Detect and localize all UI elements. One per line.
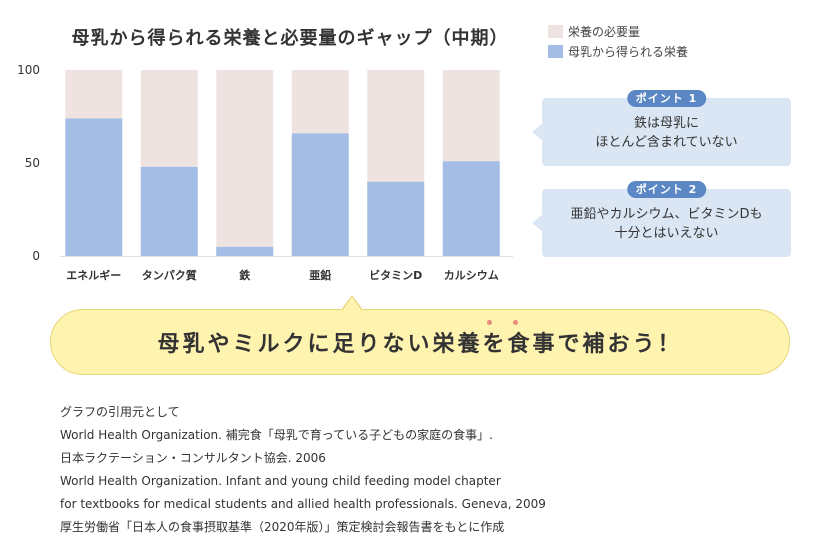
banner-text: 母乳やミルクに足りない栄養を食事で補おう！ <box>157 332 683 357</box>
legend-item-required: 栄養の必要量 <box>548 22 688 40</box>
bar-breastmilk-4 <box>291 133 349 256</box>
source-citation: グラフの引用元として World Health Organization. 補完… <box>60 401 546 539</box>
point-2-callout: ポイント 2 亜鉛やカルシウム、ビタミンDも 十分とはいえない <box>532 181 791 257</box>
bar-required-4 <box>291 70 349 134</box>
bar-required-1 <box>65 70 123 119</box>
bar-chart: 0 50 100 エネルギー タンパク質 鉄 亜鉛 ビタミンD カルシウム <box>17 63 513 282</box>
chart-title: 母乳から得られる栄養と必要量のギャップ（中期） <box>71 28 509 49</box>
x-tick-label-2: タンパク質 <box>142 268 197 282</box>
source-line-3: 日本ラクテーション・コンサルタント協会. 2006 <box>60 451 326 465</box>
bar-breastmilk-5 <box>367 181 425 256</box>
source-line-1: グラフの引用元として <box>60 405 180 419</box>
point-2-line-2: 十分とはいえない <box>614 226 719 241</box>
bar-breastmilk-3 <box>216 246 274 256</box>
point-2-badge: ポイント 2 <box>626 181 707 198</box>
point-1-line-2: ほとんど含まれていない <box>595 135 738 150</box>
x-tick-label-5: ビタミンD <box>369 268 422 282</box>
legend-swatch-required <box>548 24 563 38</box>
bar-breastmilk-2 <box>140 166 198 256</box>
source-line-5: for textbooks for medical students and a… <box>60 497 546 511</box>
legend-swatch-breastmilk <box>548 44 563 58</box>
emphasis-dot-2 <box>513 320 518 325</box>
bar-breastmilk-6 <box>442 161 500 256</box>
x-tick-label-4: 亜鉛 <box>309 268 331 282</box>
point-1-line-1: 鉄は母乳に <box>633 116 699 131</box>
legend-label-breastmilk: 母乳から得られる栄養 <box>568 44 689 59</box>
bar-required-2 <box>140 70 198 167</box>
y-tick-label-50: 50 <box>25 156 40 170</box>
legend-item-breastmilk: 母乳から得られる栄養 <box>548 42 688 60</box>
point-1-badge: ポイント 1 <box>626 90 707 107</box>
x-tick-label-3: 鉄 <box>239 268 251 282</box>
bar-required-6 <box>442 70 500 162</box>
x-tick-label-1: エネルギー <box>66 268 121 282</box>
source-line-4: World Health Organization. Infant and yo… <box>60 474 501 488</box>
y-tick-label-100: 100 <box>17 63 40 77</box>
bar-required-5 <box>367 70 425 182</box>
message-banner: 母乳やミルクに足りない栄養を食事で補おう！ <box>50 295 790 375</box>
emphasis-dot-1 <box>487 320 492 325</box>
x-tick-label-6: カルシウム <box>444 269 499 282</box>
legend-label-required: 栄養の必要量 <box>568 24 641 39</box>
y-tick-label-0: 0 <box>32 249 40 263</box>
source-line-6: 厚生労働省「日本人の食事摂取基準（2020年版）」策定検討会報告書をもとに作成 <box>60 520 505 534</box>
point-1-callout: ポイント 1 鉄は母乳に ほとんど含まれていない <box>532 90 791 166</box>
point-2-line-1: 亜鉛やカルシウム、ビタミンDも <box>570 207 763 222</box>
bar-required-3 <box>216 70 274 247</box>
chart-legend: 栄養の必要量 母乳から得られる栄養 <box>548 22 688 62</box>
bar-breastmilk-1 <box>65 118 123 256</box>
source-line-2: World Health Organization. 補完食「母乳で育っている子… <box>60 428 493 442</box>
